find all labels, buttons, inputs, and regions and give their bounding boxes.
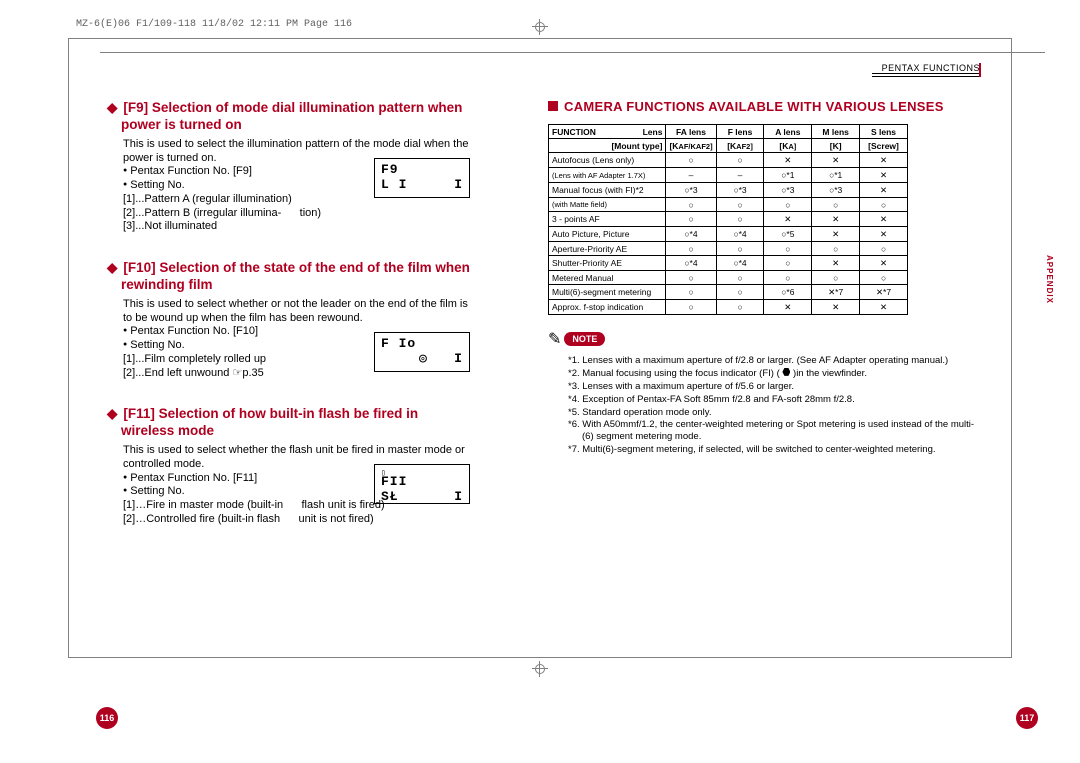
note-item: *7. Multi(6)-segment metering, if select… xyxy=(568,444,980,456)
lcd-display: F Io ◎ I xyxy=(374,332,470,372)
right-column: PENTAX FUNCTIONS CAMERA FUNCTIONS AVAILA… xyxy=(548,63,980,457)
lcd-display: ▯FIISŁI xyxy=(374,464,470,504)
right-section-title: CAMERA FUNCTIONS AVAILABLE WITH VARIOUS … xyxy=(548,99,980,114)
top-rule xyxy=(100,52,1045,53)
section-title: ◆[F11] Selection of how built-in flash b… xyxy=(105,406,470,440)
function-section: ◆[F10] Selection of the state of the end… xyxy=(105,260,470,380)
lcd-display: F9L II xyxy=(374,158,470,198)
note-item: *4. Exception of Pentax-FA Soft 85mm f/2… xyxy=(568,394,980,406)
left-column: ◆[F9] Selection of mode dial illuminatio… xyxy=(105,100,470,553)
notes-list: *1. Lenses with a maximum aperture of f/… xyxy=(548,355,980,456)
note-item: *5. Standard operation mode only. xyxy=(568,407,980,419)
running-head: PENTAX FUNCTIONS xyxy=(548,63,980,73)
note-item: *1. Lenses with a maximum aperture of f/… xyxy=(568,355,980,367)
lens-compat-table: FUNCTIONLensFA lensF lensA lensM lensS l… xyxy=(548,124,908,315)
side-tab-appendix: APPENDIX xyxy=(1045,255,1054,304)
section-title: ◆[F9] Selection of mode dial illuminatio… xyxy=(105,100,470,134)
page-number-left: 116 xyxy=(96,707,118,729)
note-item: *3. Lenses with a maximum aperture of f/… xyxy=(568,381,980,393)
note-marker: ✎NOTE xyxy=(548,329,980,349)
note-item: *6. With A50mmf/1.2, the center-weighted… xyxy=(568,419,980,443)
print-header: MZ-6(E)06 F1/109-118 11/8/02 12:11 PM Pa… xyxy=(76,20,352,30)
function-section: ◆[F9] Selection of mode dial illuminatio… xyxy=(105,100,470,234)
section-title: ◆[F10] Selection of the state of the end… xyxy=(105,260,470,294)
page-number-right: 117 xyxy=(1016,707,1038,729)
note-item: *2. Manual focusing using the focus indi… xyxy=(568,368,980,380)
function-section: ◆[F11] Selection of how built-in flash b… xyxy=(105,406,470,526)
